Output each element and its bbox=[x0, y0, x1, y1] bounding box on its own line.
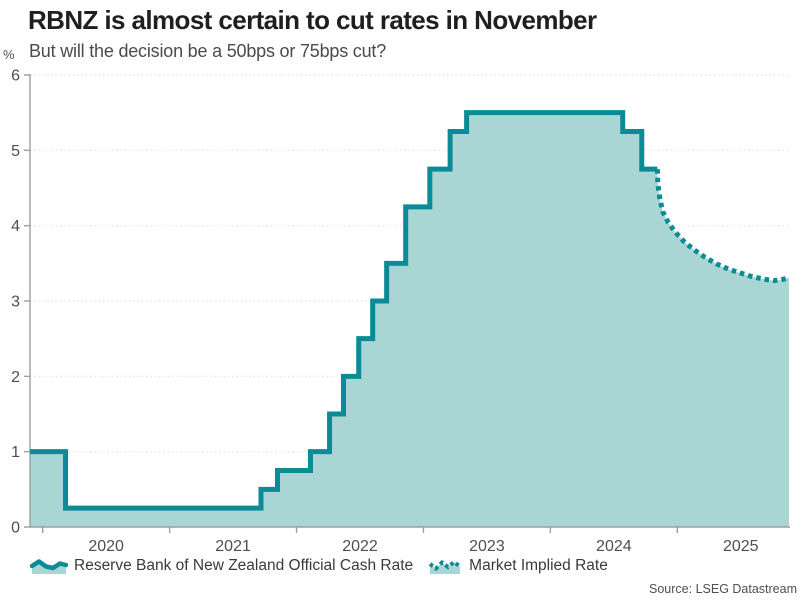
source-attribution: Source: LSEG Datastream bbox=[649, 582, 797, 596]
y-axis-tick-label: 1 bbox=[11, 444, 20, 461]
rate-area-fill bbox=[30, 112, 789, 528]
legend-label-ocr: Reserve Bank of New Zealand Official Cas… bbox=[74, 557, 414, 574]
y-axis-tick-label: 6 bbox=[11, 68, 20, 85]
y-axis-unit-label: % bbox=[3, 47, 15, 62]
x-axis-tick-label: 2025 bbox=[723, 538, 759, 555]
chart-title: RBNZ is almost certain to cut rates in N… bbox=[28, 5, 597, 35]
official-cash-rate-line bbox=[30, 110, 658, 511]
y-axis-tick-label: 5 bbox=[11, 143, 20, 160]
y-axis-tick-label: 3 bbox=[11, 294, 20, 311]
x-axis-tick-label: 2024 bbox=[596, 538, 632, 555]
chart-legend: Reserve Bank of New Zealand Official Cas… bbox=[30, 557, 608, 575]
x-axis-tick-label: 2023 bbox=[469, 538, 505, 555]
y-axis-tick-label: 4 bbox=[11, 218, 20, 235]
x-axis-tick-label: 2020 bbox=[88, 538, 124, 555]
ocr-series-swatch-icon bbox=[30, 559, 68, 574]
ocr-swatch-line bbox=[30, 559, 68, 571]
market-implied-rate-line bbox=[654, 169, 790, 284]
x-axis-tick-label: 2021 bbox=[215, 538, 251, 555]
legend-label-implied: Market Implied Rate bbox=[469, 557, 608, 574]
x-axis-tick-label: 2022 bbox=[342, 538, 378, 555]
chart-subtitle: But will the decision be a 50bps or 75bp… bbox=[29, 41, 387, 61]
implied-series-swatch-icon bbox=[428, 558, 462, 574]
y-axis-tick-label: 2 bbox=[11, 369, 20, 386]
y-axis-tick-label: 0 bbox=[11, 520, 20, 537]
